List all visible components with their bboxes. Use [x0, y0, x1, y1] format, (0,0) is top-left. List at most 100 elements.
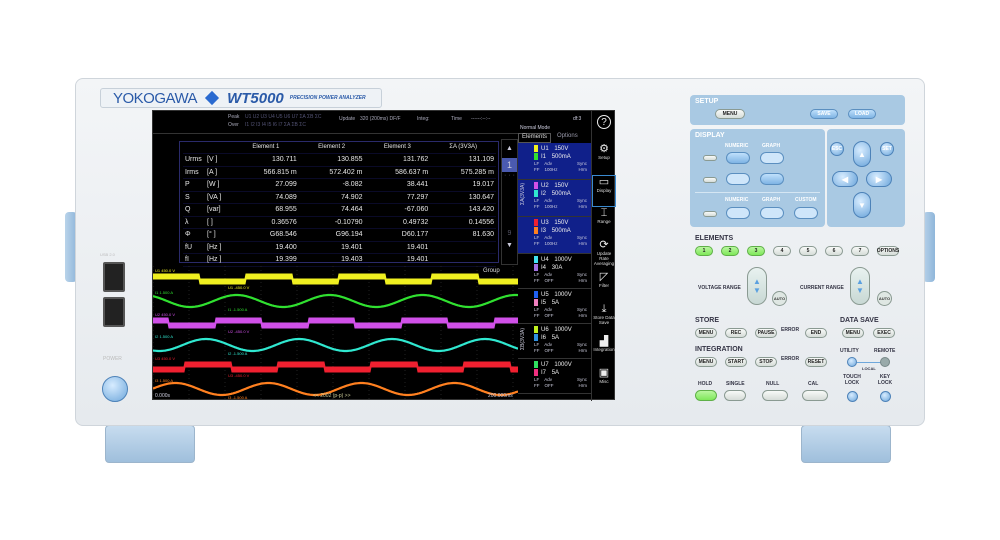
- control-panel: SETUP MENU SAVE LOAD DISPLAY NUMERIC GRA…: [690, 95, 905, 405]
- element-button-4[interactable]: 4: [773, 246, 791, 256]
- side-menu-help[interactable]: ?: [592, 111, 616, 143]
- peak-list: U1 U2 U3 U4 U5 U6 U7 ΣA ΣB ΣC: [245, 114, 322, 120]
- table-cell: 74.464: [298, 203, 365, 217]
- scroll-up-button[interactable]: ▲: [506, 145, 513, 152]
- numeric-button-3[interactable]: [726, 207, 750, 219]
- current-channel: I1: [541, 154, 547, 161]
- current-range: 30A: [551, 265, 563, 272]
- wiring-label-a: ΣA(3V3A): [520, 183, 526, 205]
- current-up-icon[interactable]: ▲: [856, 277, 864, 286]
- data-save-menu-button[interactable]: MENU: [842, 328, 864, 338]
- current-channel: I7: [541, 370, 547, 377]
- sync-label: Sync: [576, 342, 587, 348]
- esc-button[interactable]: ESC: [830, 142, 844, 156]
- load-button[interactable]: LOAD: [848, 109, 876, 119]
- reset-button[interactable]: RESET: [805, 357, 827, 367]
- custom-button[interactable]: [794, 207, 818, 219]
- current-down-icon[interactable]: ▼: [856, 286, 864, 295]
- setup-menu-button[interactable]: MENU: [715, 109, 745, 119]
- hold-button[interactable]: [695, 390, 717, 401]
- usb-label: USB 2.0: [100, 252, 115, 257]
- pause-button[interactable]: PAUSE: [755, 328, 777, 338]
- scroll-down-button[interactable]: ▼: [506, 242, 513, 249]
- element-button-6[interactable]: 6: [825, 246, 843, 256]
- numeric-button-2[interactable]: [726, 173, 750, 185]
- voltage-color-swatch: [534, 291, 538, 298]
- null-button[interactable]: [762, 390, 788, 401]
- table-row: Irms [A ] 566.815 m 572.402 m 586.637 m 575.2…: [183, 166, 496, 179]
- voltage-up-icon[interactable]: ▲: [753, 277, 761, 286]
- integration-error-label: ERROR: [781, 356, 800, 362]
- side-menu-chart[interactable]: ▟ Integration: [592, 335, 616, 367]
- graph-button-1[interactable]: [760, 152, 784, 164]
- usb-port-1[interactable]: [103, 262, 125, 292]
- key-lock-button[interactable]: [880, 391, 891, 402]
- cal-label: CAL: [808, 381, 819, 387]
- element-button-3[interactable]: 3: [747, 246, 765, 256]
- element-entry[interactable]: U6 1000V I6 5A LF Adv Sync FF OFF Hrm: [518, 324, 591, 359]
- tab-options[interactable]: Options: [557, 133, 578, 139]
- side-menu-range[interactable]: ⌶ Range: [592, 207, 616, 239]
- left-arrow-button[interactable]: ◀: [832, 171, 858, 187]
- side-menu-toolbox[interactable]: ▣ Misc: [592, 367, 616, 399]
- element-button-1[interactable]: 1: [695, 246, 713, 256]
- integration-title: INTEGRATION: [695, 346, 743, 353]
- side-menu-download[interactable]: ⤓ Store Data Save: [592, 303, 616, 335]
- side-menu-gear[interactable]: ⚙ Setup: [592, 143, 616, 175]
- power-button[interactable]: [102, 376, 128, 402]
- current-range-stepper[interactable]: ▲ ▼: [850, 267, 870, 305]
- single-button[interactable]: [724, 390, 746, 401]
- set-button[interactable]: SET: [880, 142, 894, 156]
- element-button-7[interactable]: 7: [851, 246, 869, 256]
- touch-lock-button[interactable]: [847, 391, 858, 402]
- data-save-title: DATA SAVE: [840, 317, 879, 324]
- usb-port-2[interactable]: [103, 297, 125, 327]
- element-entry[interactable]: U3 150V I3 500mA LF Adv Sync FF 100Hz Hrm: [518, 217, 591, 254]
- element-button-options[interactable]: OPTIONS: [876, 246, 900, 256]
- page-number: 1: [502, 158, 517, 172]
- side-menu-display[interactable]: ▭ Display: [592, 175, 616, 207]
- page-scrollbar[interactable]: ▲ 1 · · · 9 ▼: [501, 139, 518, 265]
- side-menu-filter[interactable]: ◸ Filter: [592, 271, 616, 303]
- rec-button[interactable]: REC: [725, 328, 747, 338]
- group-label[interactable]: Group: [483, 268, 500, 274]
- save-button[interactable]: SAVE: [810, 109, 838, 119]
- down-arrow-button[interactable]: ▼: [853, 192, 871, 218]
- utility-button[interactable]: [847, 357, 857, 367]
- element-entry[interactable]: U7 1000V I7 5A LF Adv Sync FF OFF Hrm: [518, 359, 591, 394]
- current-auto-button[interactable]: AUTO: [877, 291, 892, 306]
- table-cell: 130.647: [430, 191, 496, 204]
- right-arrow-button[interactable]: ▶: [866, 171, 892, 187]
- table-cell: Q: [183, 203, 205, 217]
- exec-button[interactable]: EXEC: [873, 328, 895, 338]
- store-menu-button[interactable]: MENU: [695, 328, 717, 338]
- element-entry[interactable]: U2 150V I2 500mA LF Adv Sync FF 100Hz Hrm: [518, 180, 591, 217]
- current-color-swatch: [534, 369, 538, 377]
- up-arrow-button[interactable]: ▲: [853, 141, 871, 167]
- tab-elements[interactable]: Elements: [518, 133, 552, 143]
- end-button[interactable]: END: [805, 328, 827, 338]
- trace-i2: [153, 337, 518, 353]
- element-entry[interactable]: U5 1000V I5 5A LF Adv Sync FF OFF Hrm: [518, 289, 591, 324]
- chart-icon: ▟: [599, 335, 609, 347]
- voltage-auto-button[interactable]: AUTO: [772, 291, 787, 306]
- element-entry[interactable]: U1 150V I1 500mA LF Adv Sync FF 100Hz Hrm: [518, 143, 591, 180]
- element-entry[interactable]: U4 1000V I4 30A LF Adv Sync FF OFF Hrm: [518, 254, 591, 289]
- current-range: 500mA: [551, 154, 571, 161]
- current-range: 5A: [551, 300, 560, 307]
- table-cell: G96.194: [298, 228, 365, 242]
- start-button[interactable]: START: [725, 357, 747, 367]
- side-menu-refresh[interactable]: ⟳ Update Rate Averaging: [592, 239, 616, 271]
- graph-button-2[interactable]: [760, 173, 784, 185]
- current-color-swatch: [534, 190, 538, 198]
- element-button-5[interactable]: 5: [799, 246, 817, 256]
- stop-button[interactable]: STOP: [755, 357, 777, 367]
- integration-menu-button[interactable]: MENU: [695, 357, 717, 367]
- voltage-down-icon[interactable]: ▼: [753, 286, 761, 295]
- graph-button-3[interactable]: [760, 207, 784, 219]
- element-button-2[interactable]: 2: [721, 246, 739, 256]
- trace-scale-label: I2 -1.500 A: [228, 351, 248, 356]
- numeric-button-1[interactable]: [726, 152, 750, 164]
- cal-button[interactable]: [802, 390, 828, 401]
- voltage-range-stepper[interactable]: ▲ ▼: [747, 267, 767, 305]
